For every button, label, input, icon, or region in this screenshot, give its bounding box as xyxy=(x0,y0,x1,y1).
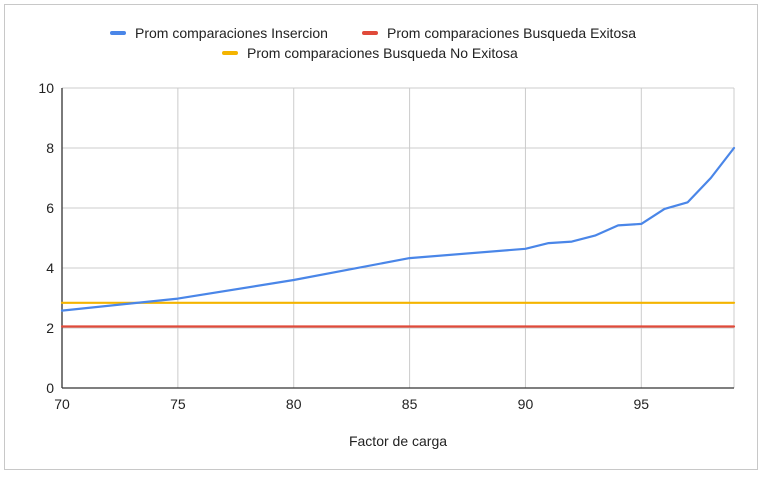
legend-label-2: Prom comparaciones Busqueda No Exitosa xyxy=(247,45,518,61)
y-tick-label-8: 8 xyxy=(46,140,54,156)
y-tick-label-10: 10 xyxy=(38,80,54,96)
y-tick-label-6: 6 xyxy=(46,200,54,216)
series-lines xyxy=(60,146,736,328)
grid-lines xyxy=(62,87,735,388)
x-tick-label-90: 90 xyxy=(518,396,534,412)
x-axis-title: Factor de carga xyxy=(349,433,447,449)
axes xyxy=(61,88,734,389)
x-tick-label-85: 85 xyxy=(402,396,418,412)
legend-label-0: Prom comparaciones Insercion xyxy=(135,25,328,41)
y-tick-label-2: 2 xyxy=(46,320,54,336)
y-tick-label-4: 4 xyxy=(46,260,54,276)
x-tick-label-70: 70 xyxy=(54,396,70,412)
x-tick-label-75: 75 xyxy=(170,396,186,412)
chart-frame xyxy=(4,4,758,470)
series-line-0 xyxy=(60,146,736,312)
legend-label-1: Prom comparaciones Busqueda Exitosa xyxy=(387,25,636,41)
x-tick-label-80: 80 xyxy=(286,396,302,412)
x-tick-label-95: 95 xyxy=(634,396,650,412)
legend: Prom comparaciones Insercion Prom compara… xyxy=(110,25,636,61)
tick-labels: 0 2 4 6 8 10 70 75 80 85 90 95 xyxy=(38,80,649,412)
y-tick-label-0: 0 xyxy=(46,380,54,396)
